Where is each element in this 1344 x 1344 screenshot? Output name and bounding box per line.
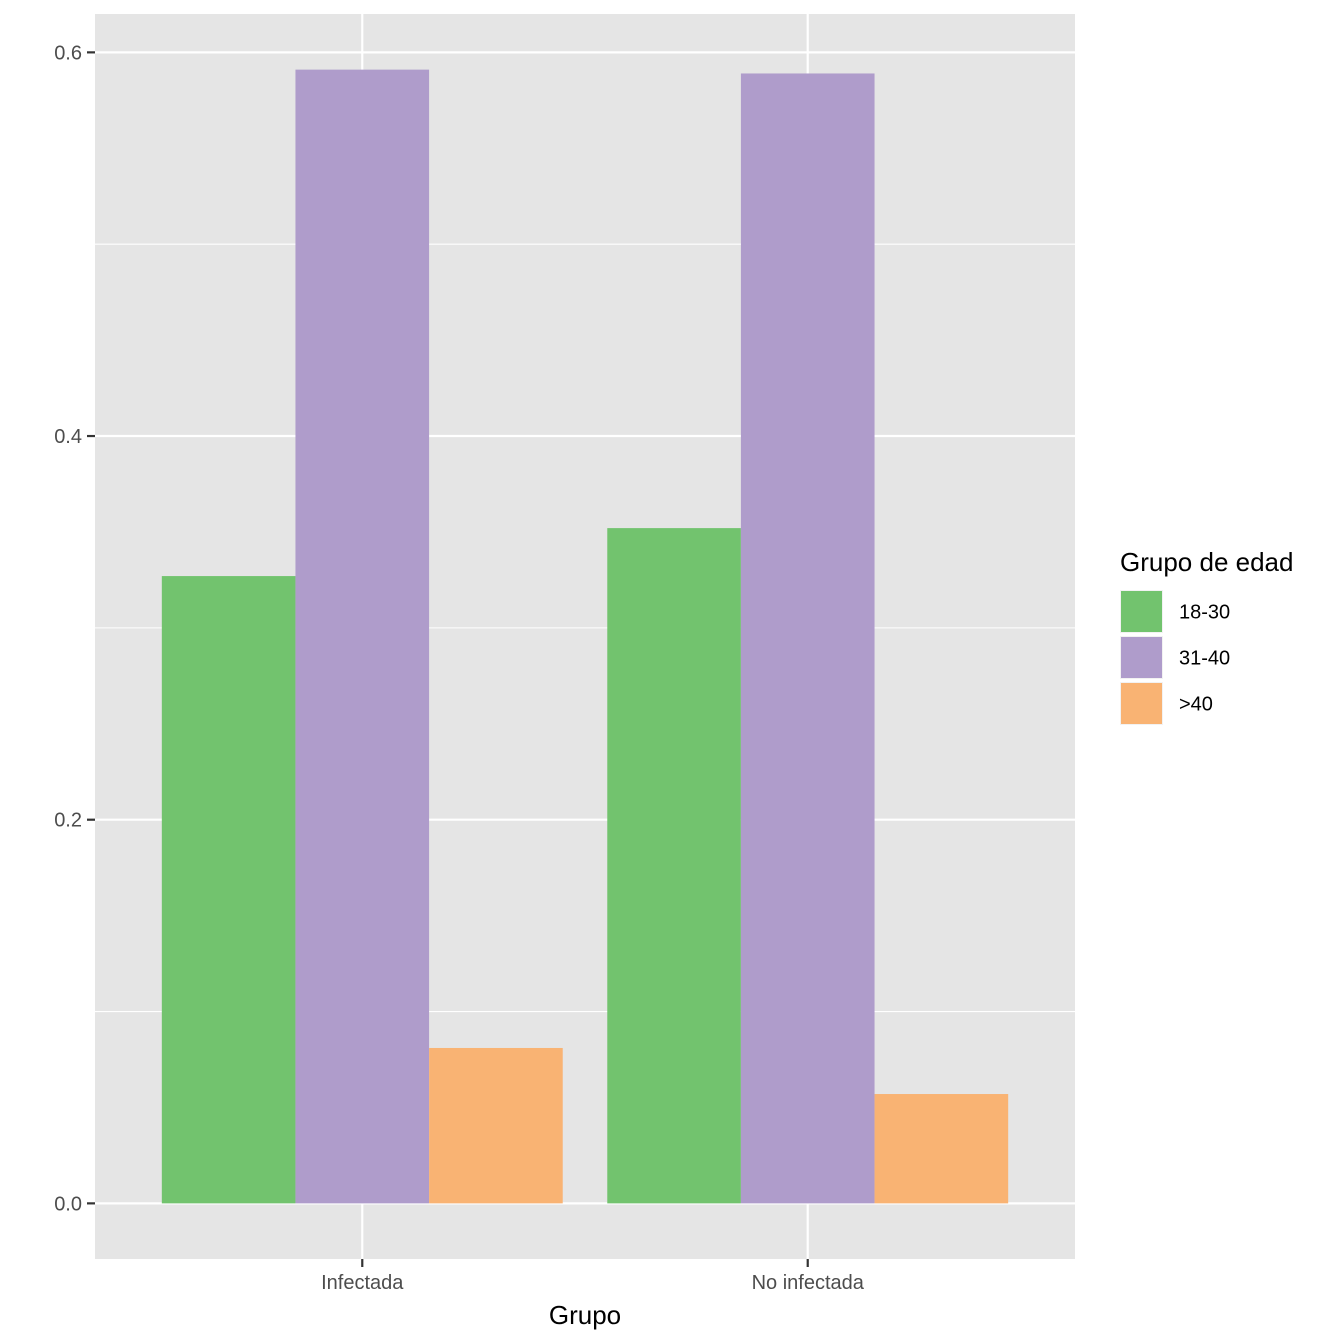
y-tick-label: 0.6: [54, 42, 82, 64]
x-axis: Infectada No infectada: [321, 1259, 865, 1294]
x-tick-label: No infectada: [752, 1272, 865, 1294]
y-tick-label: 0.0: [54, 1193, 82, 1215]
bar: [295, 69, 430, 1204]
legend: Grupo de edad 18-30 31-40 >40: [1120, 547, 1293, 725]
legend-key: [1121, 683, 1162, 724]
legend-key: [1121, 591, 1162, 632]
bars: [161, 69, 1009, 1204]
legend-label: 31-40: [1179, 648, 1230, 670]
legend-label: 18-30: [1179, 602, 1230, 624]
legend-items: 18-30 31-40 >40: [1120, 590, 1230, 725]
bar: [161, 576, 296, 1204]
bar: [429, 1047, 563, 1204]
bar: [740, 73, 875, 1204]
x-tick-label: Infectada: [321, 1272, 404, 1294]
y-axis: 0.0 0.2 0.4 0.6: [54, 42, 95, 1215]
y-tick-label: 0.2: [54, 810, 82, 832]
y-tick-label: 0.4: [54, 426, 82, 448]
bar: [874, 1094, 1009, 1204]
legend-label: >40: [1179, 694, 1213, 716]
x-axis-title: Grupo: [549, 1300, 621, 1330]
legend-title: Grupo de edad: [1120, 547, 1293, 577]
bar: [607, 528, 741, 1204]
legend-key: [1121, 637, 1162, 678]
